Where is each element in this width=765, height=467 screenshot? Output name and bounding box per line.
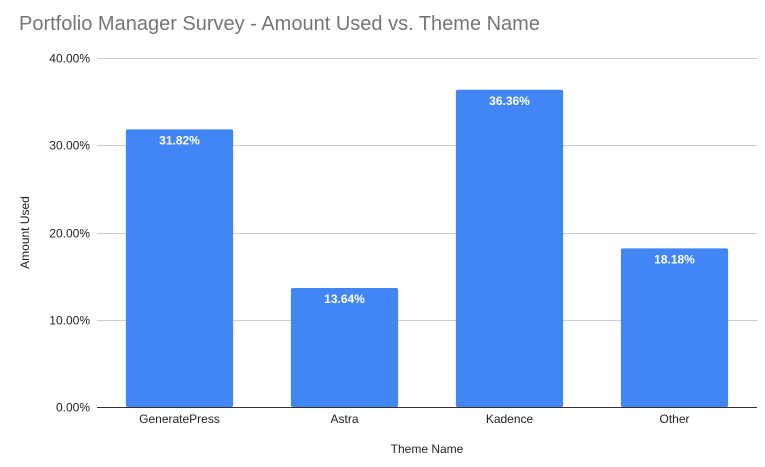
- y-tick-label: 20.00%: [49, 227, 90, 241]
- y-tick-label: 40.00%: [49, 52, 90, 66]
- bar-value-label: 31.82%: [159, 133, 200, 147]
- bar: [290, 287, 399, 407]
- bar: [620, 248, 729, 407]
- y-tick-label: 10.00%: [49, 314, 90, 328]
- bar-value-label: 18.18%: [654, 252, 695, 266]
- data-labels: 31.82% 13.64% 36.36% 18.18%: [159, 94, 695, 306]
- chart-title: Portfolio Manager Survey - Amount Used v…: [19, 13, 540, 35]
- bars: [125, 89, 729, 408]
- x-axis-ticks: GeneratePress Astra Kadence Other: [139, 412, 689, 426]
- x-axis-title: Theme Name: [391, 442, 464, 456]
- x-tick-label: Other: [659, 412, 689, 426]
- y-tick-label: 0.00%: [56, 401, 90, 415]
- x-tick-label: Kadence: [486, 412, 534, 426]
- bar-value-label: 13.64%: [324, 292, 365, 306]
- y-axis-title: Amount Used: [18, 196, 32, 269]
- bar-value-label: 36.36%: [489, 94, 530, 108]
- x-tick-label: GeneratePress: [139, 412, 220, 426]
- x-tick-label: Astra: [330, 412, 358, 426]
- bar: [455, 89, 564, 407]
- y-axis-ticks: 0.00% 10.00% 20.00% 30.00% 40.00%: [49, 52, 90, 415]
- bar: [125, 129, 234, 408]
- y-tick-label: 30.00%: [49, 139, 90, 153]
